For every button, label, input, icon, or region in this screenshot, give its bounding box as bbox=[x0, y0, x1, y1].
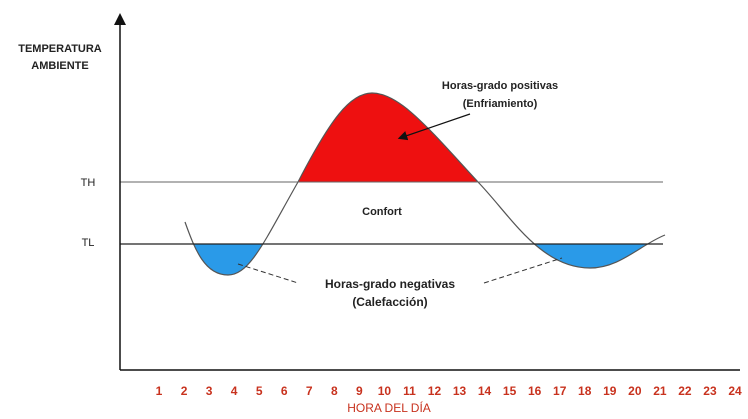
positive-arrow bbox=[397, 113, 471, 141]
tl-label: TL bbox=[82, 237, 95, 249]
hour-label: 16 bbox=[528, 384, 542, 398]
positive-label: (Enfriamiento) bbox=[463, 98, 538, 110]
positive-label: Horas-grado positivas bbox=[442, 80, 558, 92]
hour-label: 19 bbox=[603, 384, 617, 398]
negative-label: (Calefacción) bbox=[352, 295, 427, 309]
hour-label: 23 bbox=[703, 384, 717, 398]
positive-area bbox=[298, 93, 478, 182]
hour-label: 15 bbox=[503, 384, 517, 398]
negative-pointer bbox=[483, 257, 563, 284]
hour-label: 14 bbox=[478, 384, 492, 398]
hour-label: 17 bbox=[553, 384, 567, 398]
hour-label: 10 bbox=[378, 384, 392, 398]
negative-pointer bbox=[237, 263, 299, 284]
hour-label: 5 bbox=[256, 384, 263, 398]
hour-label: 2 bbox=[181, 384, 188, 398]
hour-label: 11 bbox=[403, 384, 416, 398]
hour-label: 18 bbox=[578, 384, 592, 398]
zone-label: Confort bbox=[362, 206, 402, 218]
x-axis-title: HORA DEL DÍA bbox=[347, 400, 431, 415]
hour-label: 22 bbox=[678, 384, 692, 398]
hour-label: 24 bbox=[728, 384, 742, 398]
th-label: TH bbox=[81, 177, 96, 189]
hour-label: 1 bbox=[156, 384, 163, 398]
y-axis-label: AMBIENTE bbox=[31, 60, 88, 72]
hour-label: 21 bbox=[653, 384, 667, 398]
temperature-curve bbox=[184, 92, 666, 276]
hour-label: 9 bbox=[356, 384, 363, 398]
hour-label: 20 bbox=[628, 384, 642, 398]
hour-label: 6 bbox=[281, 384, 288, 398]
y-axis-label: TEMPERATURA bbox=[18, 43, 102, 55]
hour-label: 13 bbox=[453, 384, 467, 398]
negative-label: Horas-grado negativas bbox=[325, 277, 455, 291]
hour-label: 7 bbox=[306, 384, 313, 398]
hour-label: 3 bbox=[206, 384, 213, 398]
hour-label: 8 bbox=[331, 384, 338, 398]
hour-label: 4 bbox=[231, 384, 238, 398]
hour-label: 12 bbox=[428, 384, 442, 398]
